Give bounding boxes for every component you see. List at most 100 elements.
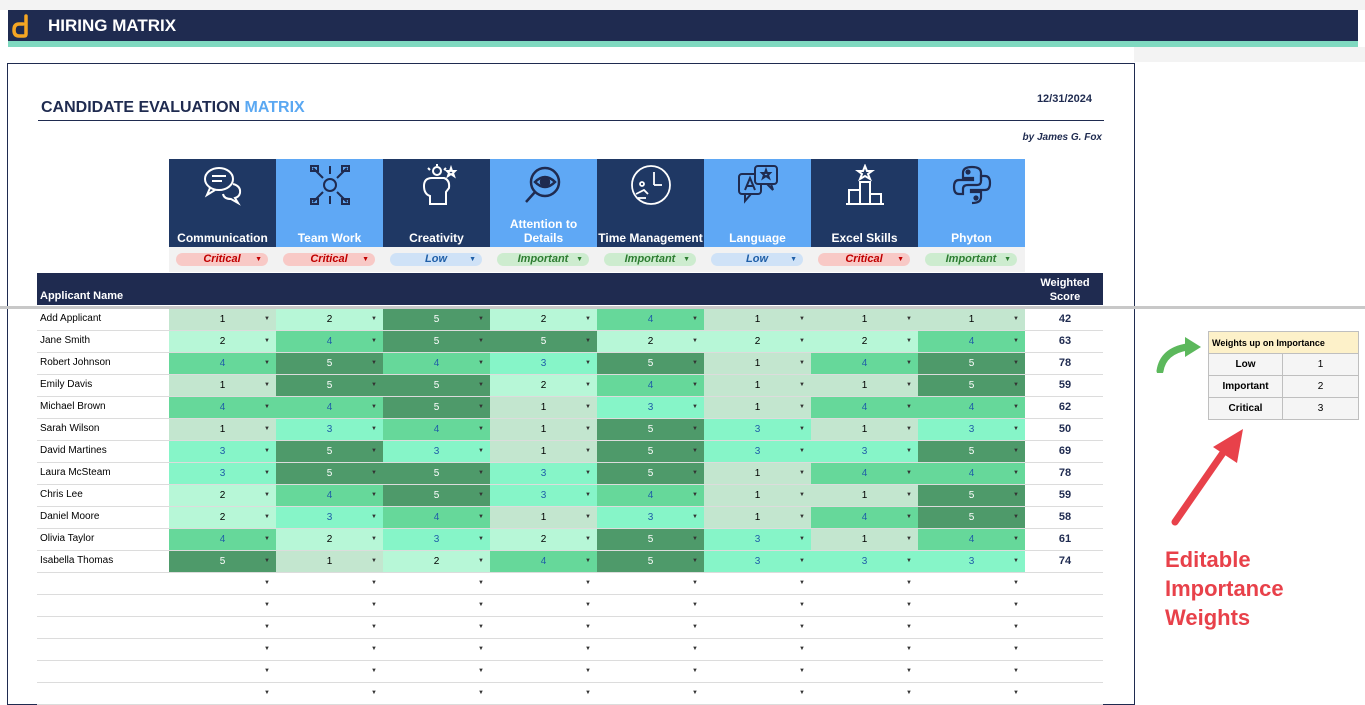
score-dropdown[interactable]: 1 ▼ [704,309,811,330]
applicant-name[interactable]: Olivia Taylor [40,533,95,544]
date-cell[interactable]: 12/31/2024 [1036,93,1092,105]
score-dropdown[interactable]: 1 ▼ [811,419,918,440]
score-dropdown[interactable]: ▼ [704,595,811,616]
importance-dropdown[interactable]: Critical ▼ [176,253,268,266]
score-dropdown[interactable]: 4 ▼ [597,375,704,396]
score-dropdown[interactable]: 1 ▼ [490,419,597,440]
score-dropdown[interactable]: 5 ▼ [169,551,276,572]
score-dropdown[interactable]: ▼ [918,617,1025,638]
score-dropdown[interactable]: 3 ▼ [383,529,490,550]
score-dropdown[interactable]: 5 ▼ [276,441,383,462]
score-dropdown[interactable]: 1 ▼ [704,463,811,484]
importance-dropdown[interactable]: Critical ▼ [818,253,910,266]
importance-dropdown[interactable]: Critical ▼ [283,253,375,266]
score-dropdown[interactable]: ▼ [276,595,383,616]
score-dropdown[interactable]: 4 ▼ [918,397,1025,418]
score-dropdown[interactable]: ▼ [918,683,1025,704]
score-dropdown[interactable]: 5 ▼ [597,441,704,462]
score-dropdown[interactable]: 4 ▼ [811,507,918,528]
score-dropdown[interactable]: ▼ [490,617,597,638]
score-dropdown[interactable]: 3 ▼ [597,397,704,418]
score-dropdown[interactable]: ▼ [597,573,704,594]
score-dropdown[interactable]: 2 ▼ [169,485,276,506]
score-dropdown[interactable]: ▼ [811,573,918,594]
score-dropdown[interactable]: ▼ [383,683,490,704]
score-dropdown[interactable]: ▼ [918,595,1025,616]
score-dropdown[interactable]: 5 ▼ [383,375,490,396]
weight-value-low[interactable]: 1 [1282,353,1359,376]
score-dropdown[interactable]: ▼ [597,661,704,682]
score-dropdown[interactable]: 4 ▼ [276,397,383,418]
score-dropdown[interactable]: 1 ▼ [704,507,811,528]
score-dropdown[interactable]: ▼ [597,595,704,616]
score-dropdown[interactable]: 1 ▼ [490,507,597,528]
score-dropdown[interactable]: 3 ▼ [811,551,918,572]
score-dropdown[interactable]: 3 ▼ [490,463,597,484]
score-dropdown[interactable]: 4 ▼ [276,331,383,352]
score-dropdown[interactable]: 2 ▼ [490,529,597,550]
score-dropdown[interactable]: 3 ▼ [918,419,1025,440]
score-dropdown[interactable]: ▼ [276,573,383,594]
score-dropdown[interactable]: ▼ [597,683,704,704]
applicant-name[interactable]: Isabella Thomas [40,555,114,566]
score-dropdown[interactable]: 4 ▼ [918,463,1025,484]
score-dropdown[interactable]: 3 ▼ [276,507,383,528]
score-dropdown[interactable]: 4 ▼ [276,485,383,506]
score-dropdown[interactable]: 4 ▼ [490,551,597,572]
score-dropdown[interactable]: ▼ [169,683,276,704]
score-dropdown[interactable]: 1 ▼ [490,397,597,418]
score-dropdown[interactable]: 4 ▼ [383,419,490,440]
score-dropdown[interactable]: 1 ▼ [811,309,918,330]
score-dropdown[interactable]: ▼ [490,573,597,594]
score-dropdown[interactable]: ▼ [704,639,811,660]
score-dropdown[interactable]: 4 ▼ [918,331,1025,352]
score-dropdown[interactable]: ▼ [811,639,918,660]
importance-dropdown[interactable]: Important ▼ [604,253,696,266]
applicant-name[interactable]: Chris Lee [40,489,83,500]
score-dropdown[interactable]: 1 ▼ [918,309,1025,330]
score-dropdown[interactable]: 3 ▼ [918,551,1025,572]
score-dropdown[interactable]: ▼ [490,595,597,616]
applicant-name[interactable]: Add Applicant [40,313,102,324]
score-dropdown[interactable]: 4 ▼ [383,507,490,528]
score-dropdown[interactable]: ▼ [704,573,811,594]
score-dropdown[interactable]: ▼ [169,573,276,594]
score-dropdown[interactable]: ▼ [918,573,1025,594]
score-dropdown[interactable]: ▼ [811,683,918,704]
score-dropdown[interactable]: 5 ▼ [383,397,490,418]
score-dropdown[interactable]: ▼ [169,595,276,616]
score-dropdown[interactable]: 5 ▼ [918,441,1025,462]
score-dropdown[interactable]: ▼ [597,617,704,638]
score-dropdown[interactable]: ▼ [704,661,811,682]
score-dropdown[interactable]: 3 ▼ [490,485,597,506]
score-dropdown[interactable]: ▼ [383,595,490,616]
applicant-name[interactable]: David Martines [40,445,107,456]
score-dropdown[interactable]: ▼ [383,573,490,594]
score-dropdown[interactable]: 2 ▼ [169,507,276,528]
weight-value-important[interactable]: 2 [1282,375,1359,398]
score-dropdown[interactable]: 1 ▼ [169,375,276,396]
score-dropdown[interactable]: 1 ▼ [490,441,597,462]
score-dropdown[interactable]: 5 ▼ [276,375,383,396]
score-dropdown[interactable]: 1 ▼ [169,309,276,330]
importance-dropdown[interactable]: Low ▼ [390,253,482,266]
score-dropdown[interactable]: 4 ▼ [169,353,276,374]
score-dropdown[interactable]: ▼ [811,595,918,616]
score-dropdown[interactable]: 5 ▼ [383,463,490,484]
score-dropdown[interactable]: 2 ▼ [276,309,383,330]
score-dropdown[interactable]: 3 ▼ [383,441,490,462]
score-dropdown[interactable]: ▼ [490,683,597,704]
score-dropdown[interactable]: 2 ▼ [490,309,597,330]
score-dropdown[interactable]: 3 ▼ [169,463,276,484]
score-dropdown[interactable]: 1 ▼ [704,397,811,418]
score-dropdown[interactable]: 3 ▼ [597,507,704,528]
score-dropdown[interactable]: ▼ [704,617,811,638]
score-dropdown[interactable]: 1 ▼ [169,419,276,440]
score-dropdown[interactable]: 3 ▼ [704,551,811,572]
score-dropdown[interactable]: 3 ▼ [704,529,811,550]
score-dropdown[interactable]: ▼ [169,639,276,660]
score-dropdown[interactable]: 3 ▼ [276,419,383,440]
score-dropdown[interactable]: 3 ▼ [704,419,811,440]
applicant-name[interactable]: Jane Smith [40,335,91,346]
score-dropdown[interactable]: 5 ▼ [597,551,704,572]
